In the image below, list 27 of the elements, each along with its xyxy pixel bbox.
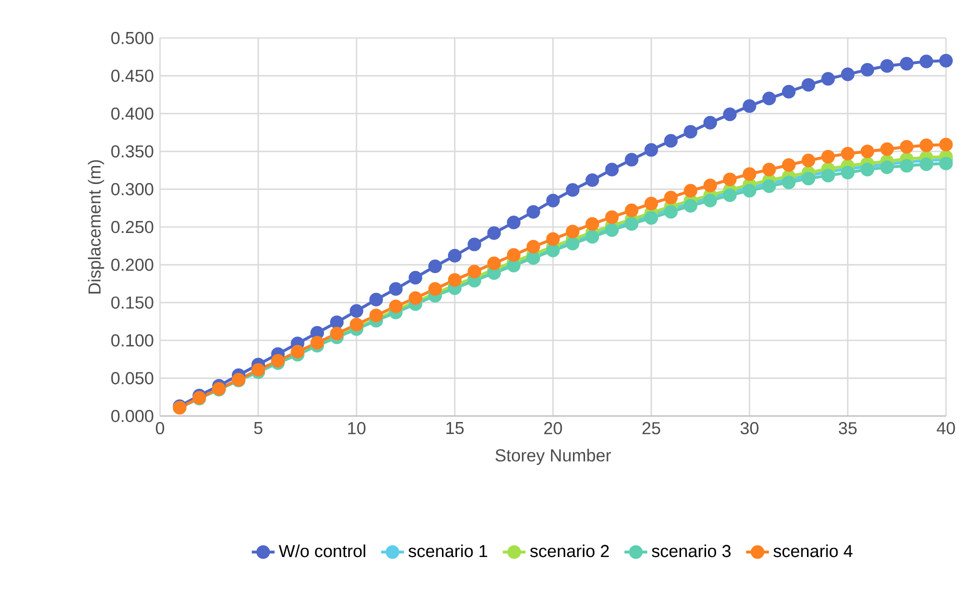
x-tick-label: 35: [838, 422, 857, 434]
legend-label: scenario 1: [408, 544, 488, 558]
y-tick-label: 0.250: [111, 220, 154, 234]
x-axis-title: Storey Number: [496, 448, 611, 465]
x-tick-label: 15: [446, 422, 464, 434]
y-tick-label: 0.050: [111, 372, 154, 384]
legend-label: scenario 2: [530, 544, 609, 558]
y-tick-label: 0.450: [111, 70, 154, 82]
y-tick-label: 0.300: [111, 183, 154, 196]
x-tick-label: 20: [544, 422, 562, 434]
y-axis-title: Displacement (m): [88, 160, 104, 294]
x-tick-label: 10: [348, 422, 366, 434]
y-tick-label: 0.200: [111, 258, 154, 271]
y-tick-label: 0.400: [111, 107, 154, 120]
x-tick-label: 30: [740, 422, 758, 434]
x-tick-label: 5: [254, 422, 262, 434]
y-tick-label: 0.000: [111, 410, 154, 422]
y-tick-label: 0.500: [111, 32, 154, 44]
y-tick-label: 0.350: [111, 145, 154, 158]
legend-label: scenario 4: [774, 544, 852, 558]
legend-label: scenario 3: [652, 544, 731, 558]
x-tick-label: 25: [642, 422, 660, 434]
legend-label: W/o control: [278, 544, 366, 558]
y-tick-label: 0.100: [111, 334, 154, 347]
x-tick-label: 0: [156, 422, 164, 434]
y-tick-label: 0.150: [111, 296, 154, 309]
x-tick-label: 40: [936, 422, 955, 434]
